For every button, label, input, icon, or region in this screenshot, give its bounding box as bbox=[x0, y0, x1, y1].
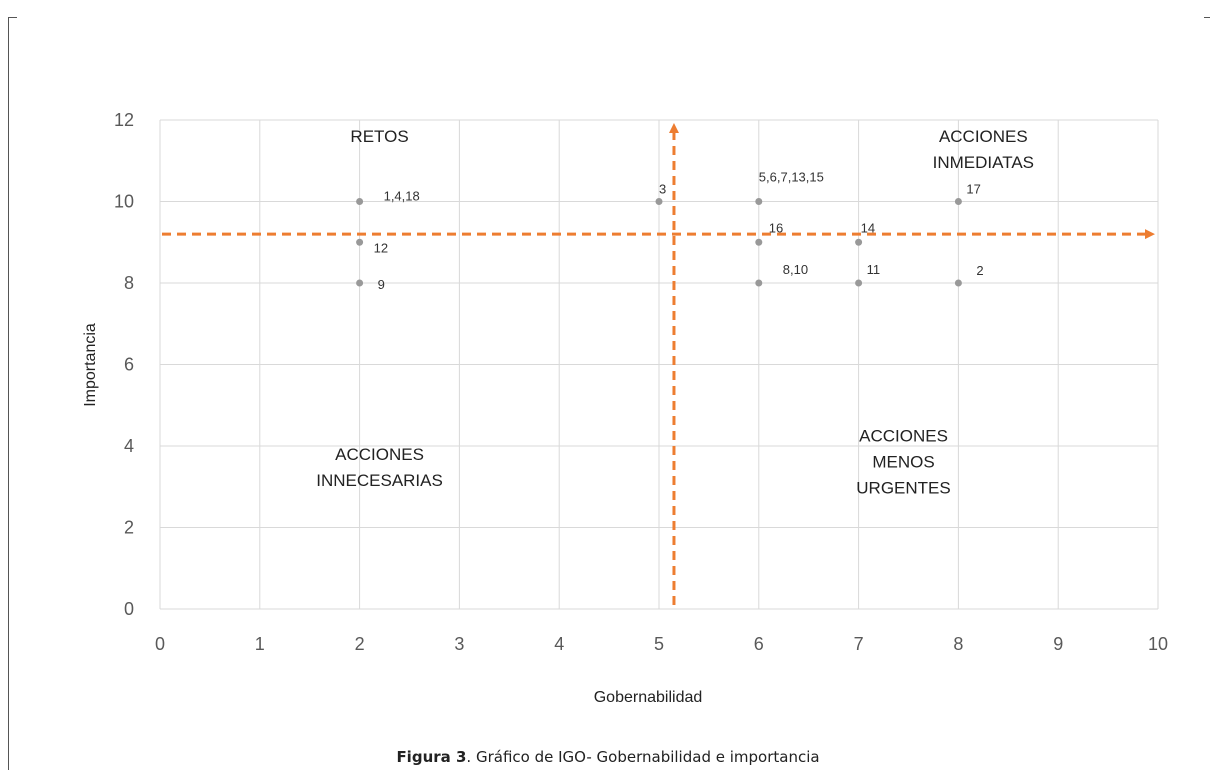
quadrant-label: INMEDIATAS bbox=[933, 153, 1034, 172]
y-axis-label: Importancia bbox=[82, 323, 99, 407]
y-tick-label: 2 bbox=[124, 518, 134, 538]
y-tick-label: 4 bbox=[124, 436, 134, 456]
figure-caption-label: Figura 3 bbox=[396, 748, 467, 766]
quadrant-label: ACCIONES bbox=[335, 445, 424, 464]
data-point-label: 14 bbox=[861, 220, 875, 235]
x-axis-label: Gobernabilidad bbox=[594, 689, 703, 706]
x-tick-label: 10 bbox=[1148, 634, 1168, 654]
x-tick-label: 2 bbox=[355, 634, 365, 654]
x-tick-label: 9 bbox=[1053, 634, 1063, 654]
y-tick-label: 8 bbox=[124, 273, 134, 293]
data-point bbox=[855, 238, 863, 246]
x-tick-label: 0 bbox=[155, 634, 165, 654]
data-point-label: 9 bbox=[378, 277, 385, 292]
figure-frame-right-tick bbox=[1204, 17, 1210, 18]
data-point-label: 1,4,18 bbox=[384, 189, 420, 204]
data-point bbox=[356, 198, 364, 205]
data-point-label: 17 bbox=[966, 182, 980, 197]
data-point bbox=[356, 279, 364, 287]
quadrant-label: URGENTES bbox=[856, 479, 950, 498]
x-tick-label: 1 bbox=[255, 634, 265, 654]
data-point-label: 12 bbox=[374, 240, 388, 255]
x-tick-label: 7 bbox=[854, 634, 864, 654]
x-tick-label: 5 bbox=[654, 634, 664, 654]
data-point-label: 11 bbox=[867, 262, 881, 277]
y-tick-label: 0 bbox=[124, 599, 134, 619]
data-point-label: 3 bbox=[659, 182, 666, 197]
x-tick-label: 8 bbox=[953, 634, 963, 654]
data-point bbox=[356, 238, 364, 246]
quadrant-label: ACCIONES bbox=[939, 127, 1028, 146]
x-tick-label: 4 bbox=[554, 634, 564, 654]
data-point-label: 2 bbox=[976, 263, 983, 278]
figure-caption: Figura 3. Gráfico de IGO- Gobernabilidad… bbox=[0, 748, 1216, 766]
quadrant-label: INNECESARIAS bbox=[316, 471, 443, 490]
y-tick-label: 12 bbox=[114, 110, 134, 130]
figure-frame-left bbox=[8, 17, 9, 770]
data-point-label: 5,6,7,13,15 bbox=[759, 170, 824, 185]
figure-frame-top bbox=[8, 17, 17, 18]
data-point bbox=[755, 238, 763, 246]
data-point bbox=[855, 279, 863, 287]
data-point-label: 16 bbox=[769, 220, 783, 235]
quadrant-label: RETOS bbox=[350, 127, 408, 146]
data-point bbox=[755, 198, 763, 205]
data-point bbox=[655, 198, 663, 205]
x-tick-label: 6 bbox=[754, 634, 764, 654]
figure-caption-text: . Gráfico de IGO- Gobernabilidad e impor… bbox=[466, 748, 820, 766]
data-point bbox=[954, 198, 962, 205]
y-tick-label: 10 bbox=[114, 192, 134, 212]
x-tick-label: 3 bbox=[454, 634, 464, 654]
data-point bbox=[755, 279, 763, 287]
quadrant-label: MENOS bbox=[872, 453, 934, 472]
y-tick-label: 6 bbox=[124, 355, 134, 375]
data-point-label: 8,10 bbox=[783, 262, 808, 277]
quadrant-label: ACCIONES bbox=[859, 427, 948, 446]
data-point bbox=[954, 279, 962, 287]
